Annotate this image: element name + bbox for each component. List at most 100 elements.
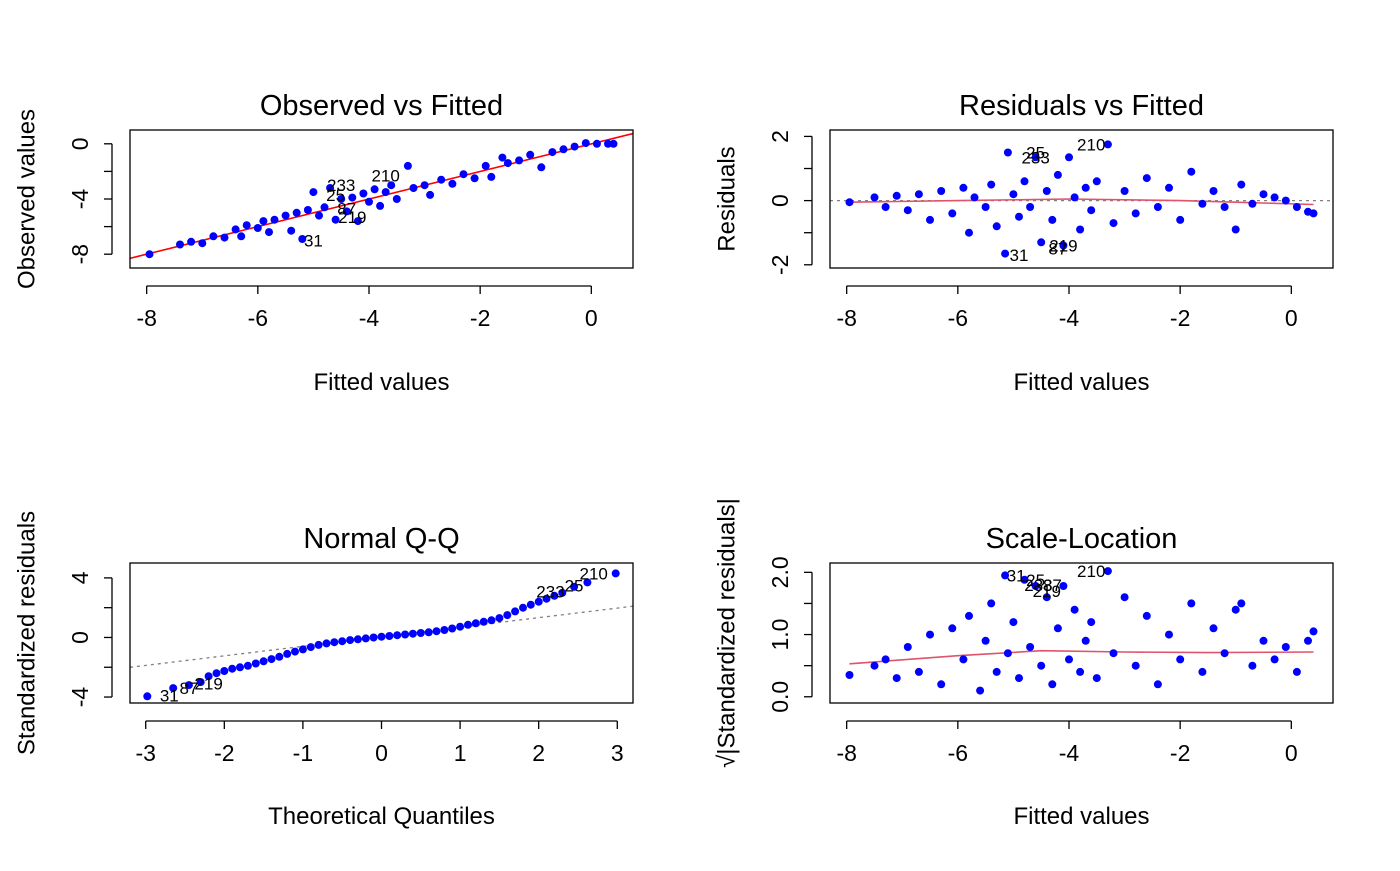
data-point (965, 228, 973, 237)
x-axis: -8 -6 -4 -2 0 (836, 285, 1298, 331)
data-point (416, 629, 425, 637)
point-annotation: 31 (160, 687, 179, 706)
y-tick-label: 0 (67, 631, 93, 644)
y-axis: 0.0 1.0 2.0 (767, 556, 813, 713)
data-point (537, 163, 546, 172)
data-point (228, 664, 237, 673)
data-point (914, 190, 923, 199)
data-point (1001, 571, 1010, 580)
data-point (432, 627, 441, 636)
x-tick-label: -8 (836, 305, 856, 331)
x-axis-label: Fitted values (313, 369, 449, 396)
x-tick-label: -3 (135, 740, 155, 766)
data-point (992, 667, 1001, 676)
data-point (1009, 618, 1018, 627)
data-point (1001, 249, 1010, 258)
data-point (448, 624, 457, 633)
data-point (914, 667, 923, 676)
point-annotation: 87 (337, 200, 356, 219)
point-annotation: 233 (1024, 576, 1052, 595)
data-point (370, 185, 379, 194)
data-point (1187, 599, 1196, 608)
rvf-panel: Residuals vs Fitted -8 -6 -4 -2 0 Fitted value… (713, 90, 1334, 396)
data-point (1003, 148, 1012, 157)
data-point (959, 655, 968, 664)
data-point (470, 174, 479, 183)
data-point (1081, 636, 1090, 645)
data-point (498, 153, 507, 162)
data-point (526, 150, 535, 159)
data-point (1165, 183, 1173, 192)
x-tick-label: 3 (611, 740, 624, 766)
data-point (331, 215, 340, 224)
point-annotation: 31 (1010, 246, 1029, 265)
y-tick-label: 2.0 (767, 556, 793, 588)
data-point (1053, 624, 1062, 633)
x-tick-label: 0 (1285, 305, 1298, 331)
point-annotation: 31 (1007, 566, 1026, 585)
data-point (1142, 611, 1151, 620)
data-point (1103, 140, 1112, 149)
data-point (1153, 680, 1162, 689)
point-annotation: 210 (371, 167, 399, 186)
y-tick-label: 0 (67, 137, 93, 150)
data-point (987, 180, 996, 189)
data-point (511, 607, 520, 616)
point-annotation: 219 (1049, 237, 1077, 256)
data-point (471, 619, 480, 628)
data-point (1270, 193, 1279, 202)
data-point (1281, 643, 1290, 651)
data-point (1026, 203, 1035, 211)
data-point (1020, 575, 1029, 584)
data-point (220, 233, 229, 242)
x-tick-label: 0 (375, 740, 388, 766)
x-tick-label: -2 (1170, 305, 1190, 331)
data-point (926, 630, 934, 639)
data-point (550, 591, 559, 600)
data-point (1015, 212, 1023, 221)
data-point (242, 221, 251, 230)
data-point (196, 678, 205, 687)
data-point (1231, 605, 1240, 614)
data-point (315, 211, 323, 220)
data-point (353, 217, 362, 226)
x-axis: -3 -2 -1 0 1 2 3 (135, 720, 624, 766)
data-point (487, 172, 496, 181)
data-point (1187, 167, 1196, 176)
data-point (1120, 593, 1129, 602)
data-point (976, 686, 985, 695)
qq-panel: Normal Q-Q -3 -2 -1 0 1 2 3 Theoretical Quantile… (13, 511, 634, 830)
data-point (1009, 190, 1018, 199)
data-point (204, 672, 213, 681)
data-point (1070, 193, 1079, 202)
x-axis-label: Fitted values (1013, 803, 1149, 830)
y-tick-label: 4 (67, 571, 93, 584)
data-point (1120, 187, 1129, 195)
data-point (515, 156, 524, 165)
plot-title: Residuals vs Fitted (959, 90, 1204, 122)
data-point (1042, 187, 1051, 195)
data-point (992, 222, 1001, 231)
data-point (346, 636, 355, 645)
plot-title: Observed vs Fitted (260, 90, 503, 122)
data-point (970, 193, 979, 202)
data-point (187, 237, 196, 246)
data-point (1153, 203, 1162, 211)
data-point (267, 655, 276, 664)
point-annotation: 219 (1033, 582, 1061, 601)
data-point (1076, 225, 1085, 234)
data-point (337, 195, 346, 203)
data-point (243, 661, 252, 670)
data-point (1259, 190, 1268, 199)
data-point (1109, 219, 1118, 228)
data-point (464, 620, 472, 629)
data-point (611, 569, 620, 578)
data-point (965, 611, 973, 620)
point-annotation: 25 (565, 576, 584, 595)
data-point (169, 684, 178, 693)
data-point (495, 614, 504, 623)
data-point (959, 183, 968, 192)
data-point (1003, 649, 1012, 658)
data-point (558, 588, 567, 597)
data-point (420, 181, 429, 190)
